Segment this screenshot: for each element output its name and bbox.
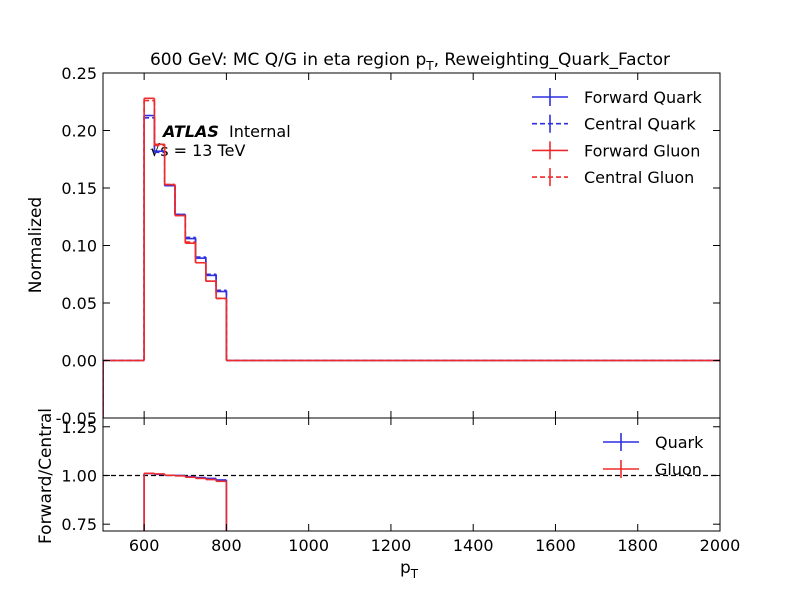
y-tick-label: 0.10: [61, 237, 97, 256]
legend-label: Forward Gluon: [584, 141, 700, 160]
y-tick-label: 0.25: [61, 64, 97, 83]
y-tick-label: 0.20: [61, 122, 97, 141]
y-axis-label: Forward/Central: [36, 408, 56, 544]
x-label-subscript: T: [410, 567, 419, 581]
legend-label: Gluon: [655, 460, 702, 479]
x-tick-label: 800: [211, 536, 242, 555]
y-axis-label: Normalized: [26, 197, 46, 293]
legend-label: Central Gluon: [584, 168, 694, 187]
title-subscript: T: [425, 59, 434, 73]
y-tick-label: -0.05: [56, 409, 97, 428]
legend-label: Central Quark: [584, 115, 696, 134]
x-tick-label: 1000: [288, 536, 329, 555]
x-tick-label: 1800: [617, 536, 658, 555]
chart-title: 600 GeV: MC Q/G in eta region pT, Reweig…: [150, 50, 670, 73]
y-tick-label: 1.25: [61, 418, 97, 437]
y-tick-label: 0.00: [61, 352, 97, 371]
y-tick-label: 0.75: [61, 515, 97, 534]
y-tick-label: 0.05: [61, 294, 97, 313]
x-tick-label: 2000: [700, 536, 741, 555]
x-label-part: p: [400, 558, 411, 578]
plot-area: [103, 97, 720, 418]
title-part: , Reweighting_Quark_Factor: [434, 50, 670, 70]
y-tick-label: 0.15: [61, 179, 97, 198]
legend-label: Quark: [655, 433, 704, 452]
legend-label: Forward Quark: [584, 88, 703, 107]
atlas-label: ATLAS: [161, 122, 219, 141]
title-part: 600 GeV: MC Q/G in eta region p: [150, 50, 426, 70]
x-tick-label: 1600: [535, 536, 576, 555]
x-tick-label: 1400: [453, 536, 494, 555]
x-axis-label: pT: [400, 558, 419, 581]
atlas-status: Internal: [229, 122, 291, 141]
y-tick-label: 1.00: [61, 466, 97, 485]
x-tick-label: 600: [129, 536, 160, 555]
x-tick-label: 1200: [371, 536, 412, 555]
energy-label: √s = 13 TeV: [150, 141, 245, 160]
axes-frame: [102, 417, 721, 532]
